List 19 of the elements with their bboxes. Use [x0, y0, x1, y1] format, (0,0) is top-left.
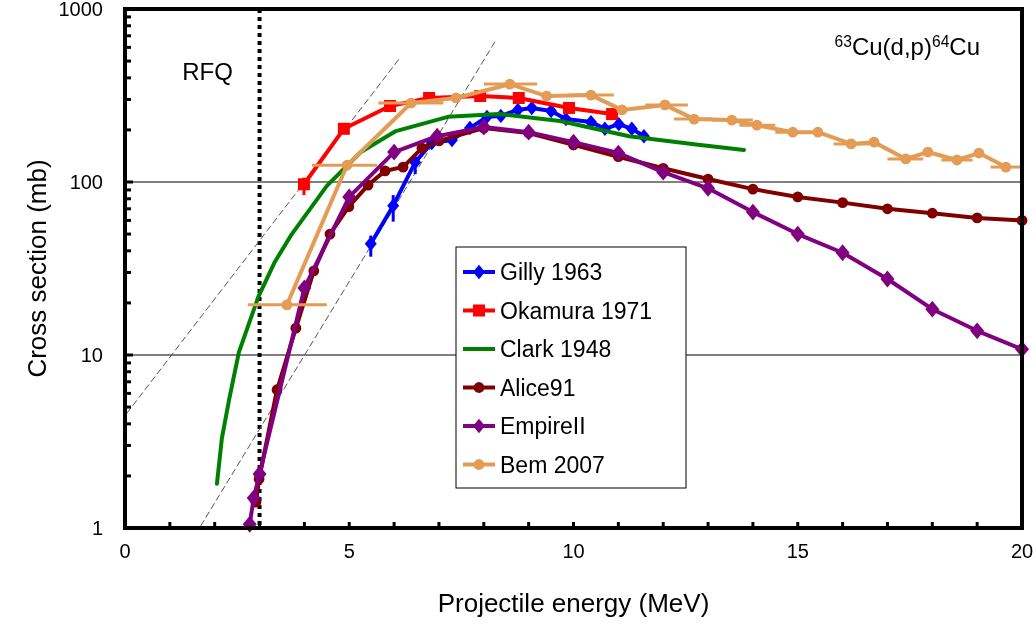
- y-axis-title: Cross section (mb): [22, 159, 52, 378]
- x-axis-title: Projectile energy (MeV): [437, 588, 710, 618]
- y-tick-label: 100: [69, 171, 103, 193]
- x-tick-label: 15: [786, 540, 809, 562]
- ref-line-label: RFQ: [182, 58, 233, 85]
- y-tick-label: 1000: [58, 0, 103, 20]
- x-tick-label: 20: [1010, 540, 1034, 562]
- x-tick-label: 10: [562, 540, 585, 562]
- legend-label: Bem 2007: [500, 451, 605, 478]
- x-tick-label: 0: [119, 540, 131, 562]
- legend-label: Clark 1948: [500, 336, 612, 363]
- y-tick-label: 10: [80, 344, 103, 366]
- legend-label: EmpireII: [500, 413, 586, 440]
- x-tick-label: 5: [343, 540, 355, 562]
- annotation: $^{63}$Cu(d,p)$^{64}$Cu: [834, 32, 980, 60]
- legend-label: Gilly 1963: [500, 259, 603, 286]
- legend-label: Alice91: [500, 374, 576, 401]
- legend-label: Okamura 1971: [500, 297, 653, 324]
- y-tick-label: 1: [91, 517, 103, 539]
